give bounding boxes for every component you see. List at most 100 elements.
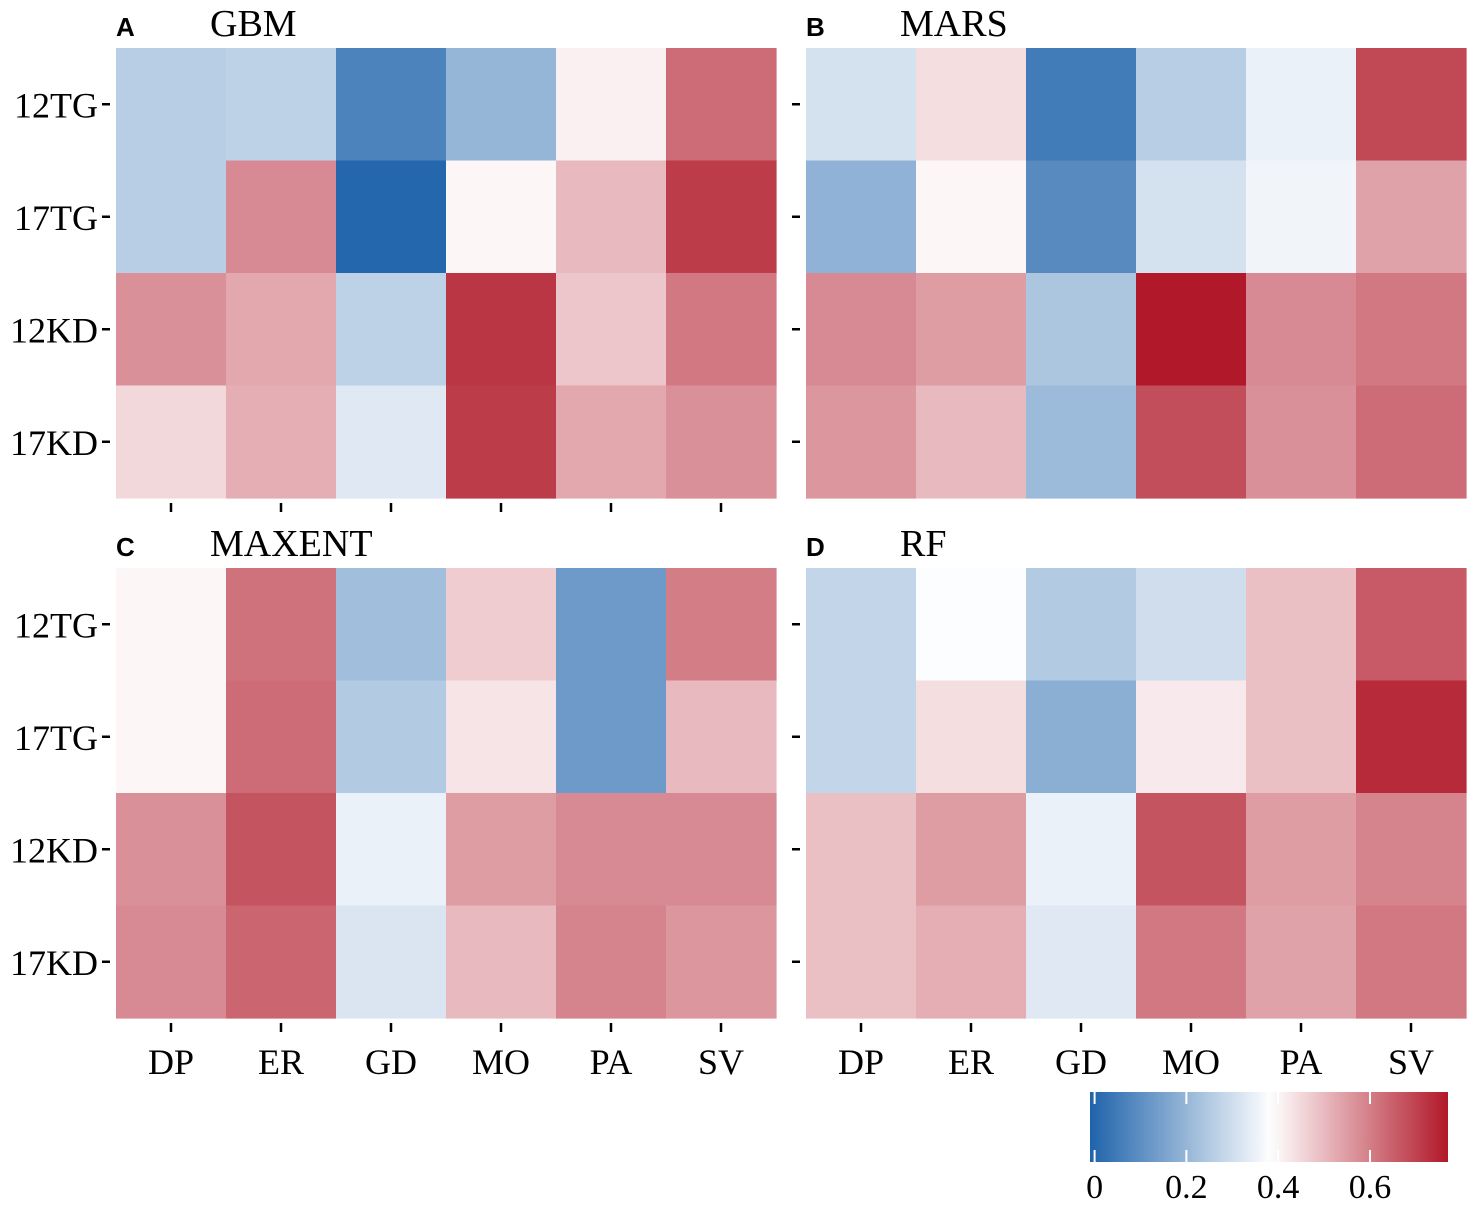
heatmap-cell xyxy=(1246,385,1357,499)
heatmap-cell xyxy=(336,680,447,794)
heatmap-cell xyxy=(1026,385,1137,499)
heatmap-cell xyxy=(916,905,1027,1019)
panel-c: C MAXENT 12TG 17TG 12KD 17KD DP ER GD MO PA SV xyxy=(10,523,777,1082)
x-tick-label: PA xyxy=(590,1042,633,1082)
panel-a: A GBM 12TG 17TG 12KD 17KD xyxy=(10,3,777,512)
heatmap-cell xyxy=(446,680,557,794)
heatmap-cell xyxy=(916,793,1027,907)
heatmap-cell xyxy=(446,48,557,162)
colorbar-tick-label: 0.4 xyxy=(1257,1169,1300,1206)
heatmap-cell xyxy=(116,793,227,907)
heatmap-cell xyxy=(1356,273,1467,387)
heatmap-cell xyxy=(1246,568,1357,682)
heatmap-cell xyxy=(116,385,227,499)
heatmap-cell xyxy=(116,905,227,1019)
heatmap-cell xyxy=(1026,793,1137,907)
heatmap-cell xyxy=(1356,48,1467,162)
panel-title: GBM xyxy=(210,3,297,45)
heatmap-cell xyxy=(806,905,917,1019)
panel-letter: C xyxy=(116,532,135,562)
heatmap-cell xyxy=(1356,385,1467,499)
colorbar-gradient xyxy=(1090,1092,1448,1162)
heatmap-cell xyxy=(916,568,1027,682)
heatmap-cell xyxy=(226,160,337,274)
x-tick-label: ER xyxy=(948,1042,994,1082)
panel-letter: D xyxy=(806,532,825,562)
heatmap-cell xyxy=(666,568,777,682)
x-tick-label: DP xyxy=(148,1042,194,1082)
heatmap-cell xyxy=(116,160,227,274)
heatmap-cell xyxy=(336,905,447,1019)
x-tick-label: DP xyxy=(838,1042,884,1082)
x-tick-label: PA xyxy=(1280,1042,1323,1082)
heatmap-cell xyxy=(806,385,917,499)
heatmap-cell xyxy=(916,385,1027,499)
heatmap-cell xyxy=(1246,273,1357,387)
heatmap-cell xyxy=(1246,48,1357,162)
heatmap-cell xyxy=(1136,385,1247,499)
heatmap-cell xyxy=(1136,905,1247,1019)
y-tick-label: 17TG xyxy=(14,718,98,758)
x-tick-label: ER xyxy=(258,1042,304,1082)
heatmap-cell xyxy=(556,680,667,794)
colorbar-tick-label: 0.6 xyxy=(1349,1169,1392,1206)
heatmap-cell xyxy=(1136,793,1247,907)
heatmap-cell xyxy=(806,680,917,794)
heatmap-cell xyxy=(556,385,667,499)
panel-d: D RF DP ER GD MO PA SV xyxy=(792,523,1467,1082)
x-tick-label: GD xyxy=(365,1042,417,1082)
colorbar-tick-label: 0 xyxy=(1086,1169,1103,1206)
heatmap-cell xyxy=(666,793,777,907)
heatmap-cell xyxy=(806,568,917,682)
heatmap-cell xyxy=(226,273,337,387)
heatmap-cell xyxy=(1136,48,1247,162)
heatmap-cell xyxy=(556,160,667,274)
heatmap-cell xyxy=(336,48,447,162)
heatmap-cell xyxy=(556,793,667,907)
heatmap-cell xyxy=(1026,905,1137,1019)
heatmap-cell xyxy=(1356,680,1467,794)
heatmap-cell xyxy=(556,273,667,387)
heatmap-cell xyxy=(336,273,447,387)
heatmap-cell xyxy=(666,273,777,387)
y-tick-label: 12TG xyxy=(14,85,98,125)
heatmap-cell xyxy=(806,160,917,274)
heatmap-cell xyxy=(1246,793,1357,907)
x-tick-label: MO xyxy=(1162,1042,1220,1082)
heatmap-cell xyxy=(916,160,1027,274)
y-tick-label: 12TG xyxy=(14,605,98,645)
heatmap-cell xyxy=(446,905,557,1019)
heatmap-cell xyxy=(226,793,337,907)
heatmap-cell xyxy=(116,48,227,162)
heatmap-cell xyxy=(666,385,777,499)
heatmap-cell xyxy=(1026,680,1137,794)
heatmap-cell xyxy=(116,680,227,794)
heatmap-cell xyxy=(666,905,777,1019)
heatmap-cell xyxy=(1356,793,1467,907)
x-tick-label: GD xyxy=(1055,1042,1107,1082)
heatmap-cell xyxy=(666,680,777,794)
heatmap-cell xyxy=(446,160,557,274)
y-tick-label: 12KD xyxy=(10,830,98,870)
heatmap-cell xyxy=(1136,160,1247,274)
panel-title: MARS xyxy=(900,3,1008,45)
heatmap-cell xyxy=(446,385,557,499)
heatmap-cell xyxy=(446,568,557,682)
heatmap-cell xyxy=(1356,905,1467,1019)
heatmap-cell xyxy=(226,680,337,794)
heatmap-cell xyxy=(116,568,227,682)
heatmap-cell xyxy=(666,160,777,274)
panel-title: MAXENT xyxy=(210,523,373,565)
heatmap-panels: A GBM 12TG 17TG 12KD 17KD B MARS C MAXENT 12TG 17TG… xyxy=(10,3,1467,1082)
heatmap-cell xyxy=(806,273,917,387)
heatmap-cell xyxy=(226,385,337,499)
heatmap-cell xyxy=(446,273,557,387)
heatmap-cell xyxy=(916,48,1027,162)
heatmap-cell xyxy=(1356,160,1467,274)
panel-letter: B xyxy=(806,12,825,42)
heatmap-cell xyxy=(806,48,917,162)
heatmap-cell xyxy=(916,680,1027,794)
heatmap-cell xyxy=(336,385,447,499)
x-tick-label: SV xyxy=(698,1042,744,1082)
